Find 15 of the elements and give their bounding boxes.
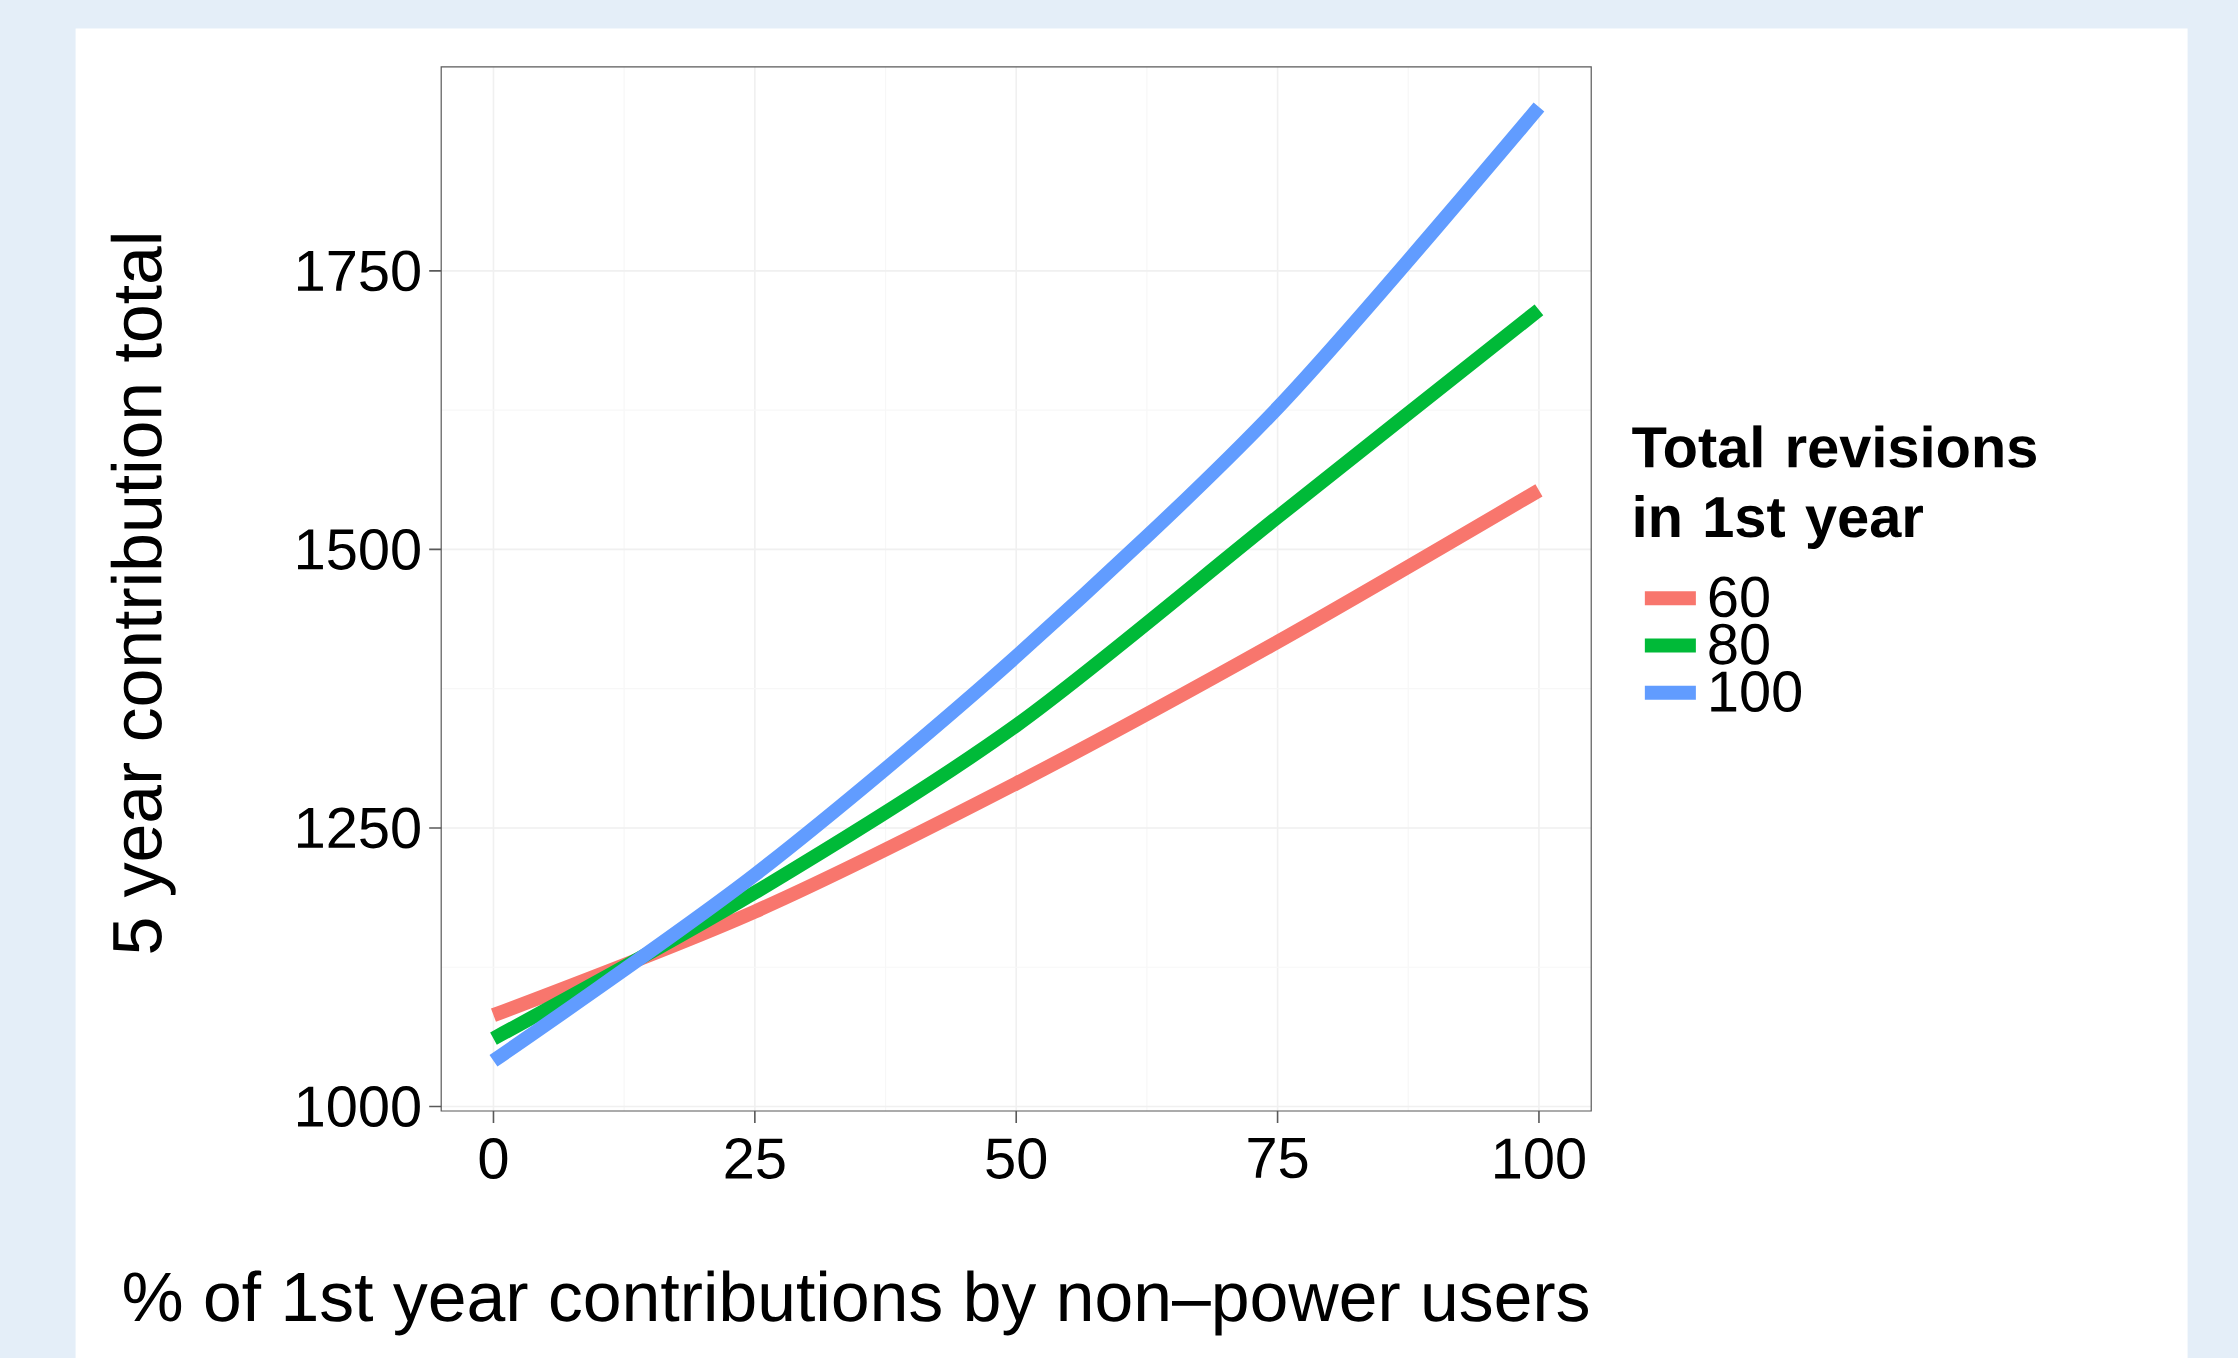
- y-tick-label: 1750: [298, 250, 420, 292]
- x-tick-label: 50: [986, 1138, 1047, 1179]
- y-tick-label: 1250: [298, 807, 420, 849]
- legend-title: Total revisions in 1st year: [1632, 425, 2036, 549]
- x-axis-title: % of 1st year contributions by non–power users: [124, 1270, 1588, 1336]
- x-tick-label: 25: [725, 1138, 785, 1179]
- y-tick-label: 1500: [298, 528, 420, 570]
- y-axis-title: 5 year contribution total: [110, 235, 176, 953]
- x-tick-label: 0: [479, 1138, 508, 1179]
- y-tick-label: 1000: [298, 1086, 420, 1127]
- legend-label: 100: [1711, 671, 1801, 712]
- x-tick-label: 100: [1495, 1138, 1585, 1179]
- legend-label: 80: [1709, 623, 1769, 665]
- legend-label: 60: [1709, 576, 1769, 618]
- x-tick-label: 75: [1248, 1138, 1308, 1179]
